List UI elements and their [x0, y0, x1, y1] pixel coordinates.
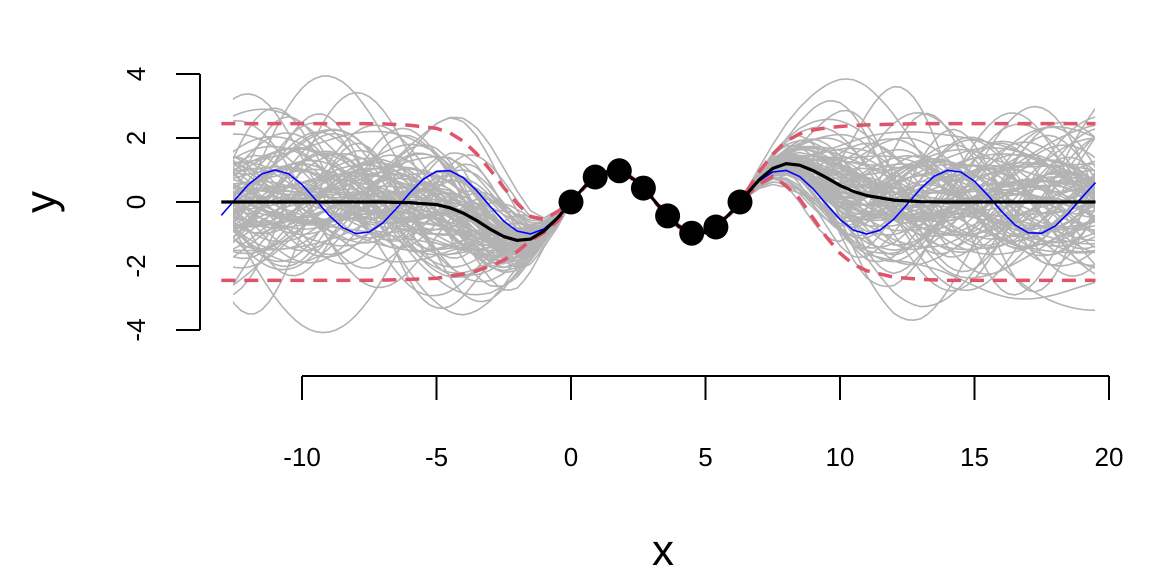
observation-point	[727, 189, 753, 215]
observation-point	[606, 158, 632, 184]
x-tick-label: 20	[1095, 442, 1124, 472]
observation-point	[582, 164, 608, 190]
y-tick-label: 2	[121, 131, 151, 145]
y-tick-label: 4	[121, 67, 151, 81]
posterior-mean-line	[221, 161, 1096, 243]
x-axis: -10 -5 0 5 10 15 20	[283, 375, 1124, 472]
posterior-mean	[221, 161, 1096, 243]
y-axis-title: y	[17, 191, 66, 213]
observation-point	[655, 203, 681, 229]
x-tick-label: -5	[425, 442, 448, 472]
x-tick-label: -10	[283, 442, 321, 472]
x-tick-label: 5	[698, 442, 712, 472]
x-tick-label: 10	[826, 442, 855, 472]
y-tick-label: -4	[121, 318, 151, 341]
y-tick-label: 0	[121, 195, 151, 209]
x-tick-label: 0	[564, 442, 578, 472]
x-axis-title: x	[652, 526, 674, 575]
x-tick-label: 15	[960, 442, 989, 472]
y-axis: -4 -2 0 2 4	[121, 67, 201, 342]
observation-point	[679, 220, 705, 246]
observations	[558, 158, 753, 246]
observation-point	[558, 189, 584, 215]
upper-band-line	[221, 121, 1096, 235]
y-tick-label: -2	[121, 254, 151, 277]
observation-point	[703, 214, 729, 240]
observation-point	[630, 175, 656, 201]
